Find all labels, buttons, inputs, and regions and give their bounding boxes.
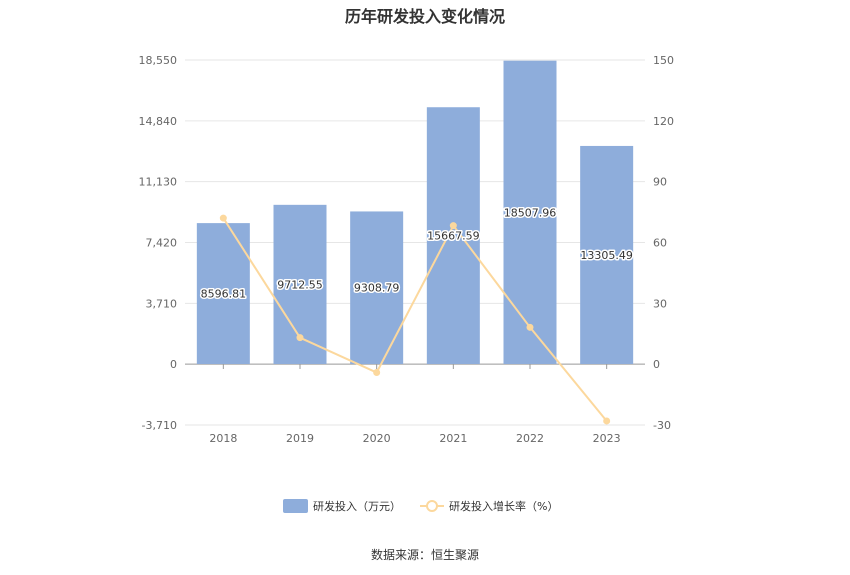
x-tick-label: 2018 (209, 432, 237, 445)
bar-value-label: 15667.59 (427, 230, 480, 243)
bar (503, 60, 557, 364)
line-point (449, 222, 457, 230)
line-point (526, 323, 534, 331)
legend-bar-label: 研发投入（万元） (313, 499, 401, 513)
bar-value-label: 18507.96 (504, 206, 557, 219)
legend-bar-swatch (283, 499, 308, 513)
line-point (373, 369, 381, 377)
left-tick-label: 0 (170, 358, 177, 371)
bar-data-labels: 8596.81 9712.55 9308.79 15667.59 18507.96 133… (199, 205, 634, 302)
left-tick-label: -3,710 (142, 419, 177, 432)
x-axis: 2018 2019 2020 2021 2022 2023 (209, 364, 621, 445)
line-point (603, 417, 611, 425)
bar-value-label: 9712.55 (277, 278, 323, 291)
line-point (219, 214, 227, 222)
right-tick-label: -30 (653, 419, 671, 432)
left-tick-label: 3,710 (146, 297, 178, 310)
right-tick-label: 150 (653, 54, 674, 67)
left-tick-label: 14,840 (139, 115, 178, 128)
left-tick-label: 18,550 (139, 54, 178, 67)
line-series (219, 214, 611, 425)
right-tick-label: 0 (653, 358, 660, 371)
growth-rate-line (222, 217, 608, 422)
bar-series (196, 60, 634, 364)
x-tick-label: 2020 (363, 432, 391, 445)
bar-value-label: 8596.81 (201, 288, 247, 301)
line-point (296, 334, 304, 342)
bar-value-label: 13305.49 (580, 249, 633, 262)
right-tick-label: 30 (653, 297, 667, 310)
x-tick-label: 2019 (286, 432, 314, 445)
left-tick-label: 11,130 (139, 176, 178, 189)
right-axis: 150 120 90 60 30 0 -30 (653, 54, 674, 432)
legend-line-marker (426, 500, 438, 512)
bar (580, 145, 634, 364)
x-tick-label: 2023 (593, 432, 621, 445)
left-tick-label: 7,420 (146, 237, 178, 250)
bar-value-label: 9308.79 (354, 282, 400, 295)
bar (426, 107, 480, 364)
x-tick-label: 2021 (439, 432, 467, 445)
legend[interactable]: 研发投入（万元） 研发投入增长率（%） (283, 499, 558, 513)
legend-line-label: 研发投入增长率（%） (449, 499, 558, 513)
x-tick-label: 2022 (516, 432, 544, 445)
right-tick-label: 120 (653, 115, 674, 128)
chart-title: 历年研发投入变化情况 (345, 7, 505, 26)
data-source: 数据来源：恒生聚源 (371, 547, 479, 562)
right-tick-label: 90 (653, 176, 667, 189)
right-tick-label: 60 (653, 237, 667, 250)
left-axis: 18,550 14,840 11,130 7,420 3,710 0 -3,710 (139, 54, 178, 432)
grid-lines (185, 59, 645, 426)
